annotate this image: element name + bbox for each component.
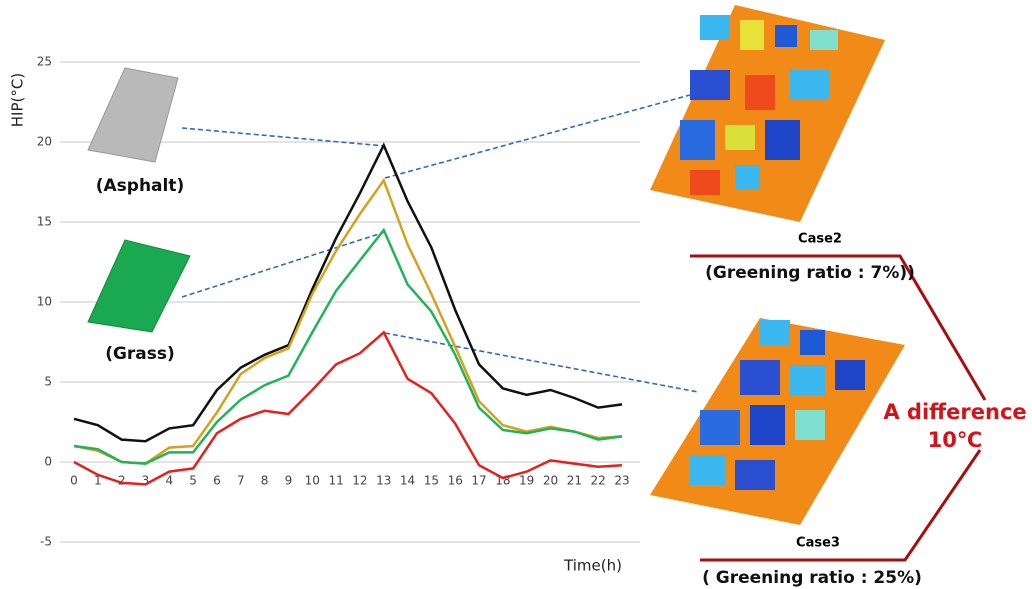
x-tick-label: 19	[519, 474, 534, 488]
y-axis-label: HIP(°C)	[9, 73, 27, 127]
annotation: (Asphalt)	[96, 176, 185, 196]
x-tick-label: 1	[94, 474, 102, 488]
annotation: (Grass)	[105, 344, 175, 364]
bracket	[690, 254, 987, 401]
y-tick-label: 0	[44, 455, 52, 469]
x-tick-label: 12	[352, 474, 367, 488]
x-tick-label: 5	[189, 474, 197, 488]
y-tick-label: 5	[44, 375, 52, 389]
y-tick-label: 20	[37, 135, 52, 149]
case2-model	[650, 5, 885, 222]
x-tick-label: 11	[328, 474, 343, 488]
x-tick-label: 8	[261, 474, 269, 488]
x-tick-label: 13	[376, 474, 391, 488]
series-line	[73, 330, 623, 486]
x-tick-label: 15	[424, 474, 439, 488]
annotation: (Greening ratio : 7%))	[705, 263, 915, 283]
x-tick-label: 16	[448, 474, 463, 488]
asphalt-icon	[87, 67, 179, 163]
series-line	[73, 227, 623, 465]
series-line	[73, 142, 623, 443]
annotation: A difference	[883, 400, 1026, 424]
x-tick-label: 0	[70, 474, 78, 488]
y-tick-label: 25	[37, 55, 52, 69]
annotation: Case3	[796, 536, 840, 551]
x-tick-label: 20	[543, 474, 558, 488]
x-tick-label: 22	[591, 474, 606, 488]
x-tick-label: 6	[213, 474, 221, 488]
connector	[181, 231, 386, 298]
y-tick-label: -5	[40, 535, 52, 549]
x-tick-label: 10	[305, 474, 320, 488]
x-tick-label: 9	[285, 474, 293, 488]
x-tick-label: 17	[471, 474, 486, 488]
grass-icon	[87, 239, 191, 333]
connector	[384, 94, 691, 179]
annotation: Case2	[798, 232, 842, 247]
y-tick-label: 15	[37, 215, 52, 229]
x-tick-label: 14	[400, 474, 415, 488]
x-axis-label: Time(h)	[563, 557, 622, 575]
x-tick-label: 3	[142, 474, 150, 488]
x-tick-label: 21	[567, 474, 582, 488]
bracket	[700, 449, 982, 562]
annotation: ( Greening ratio : 25%)	[702, 568, 922, 588]
x-tick-label: 4	[165, 474, 173, 488]
series-line	[73, 177, 623, 465]
connector	[384, 332, 699, 393]
x-tick-label: 2	[118, 474, 126, 488]
y-tick-label: 10	[37, 295, 52, 309]
case3-model	[650, 318, 905, 525]
x-tick-label: 23	[614, 474, 629, 488]
connector	[181, 127, 386, 147]
annotation: 10℃	[928, 428, 983, 452]
x-tick-label: 7	[237, 474, 245, 488]
